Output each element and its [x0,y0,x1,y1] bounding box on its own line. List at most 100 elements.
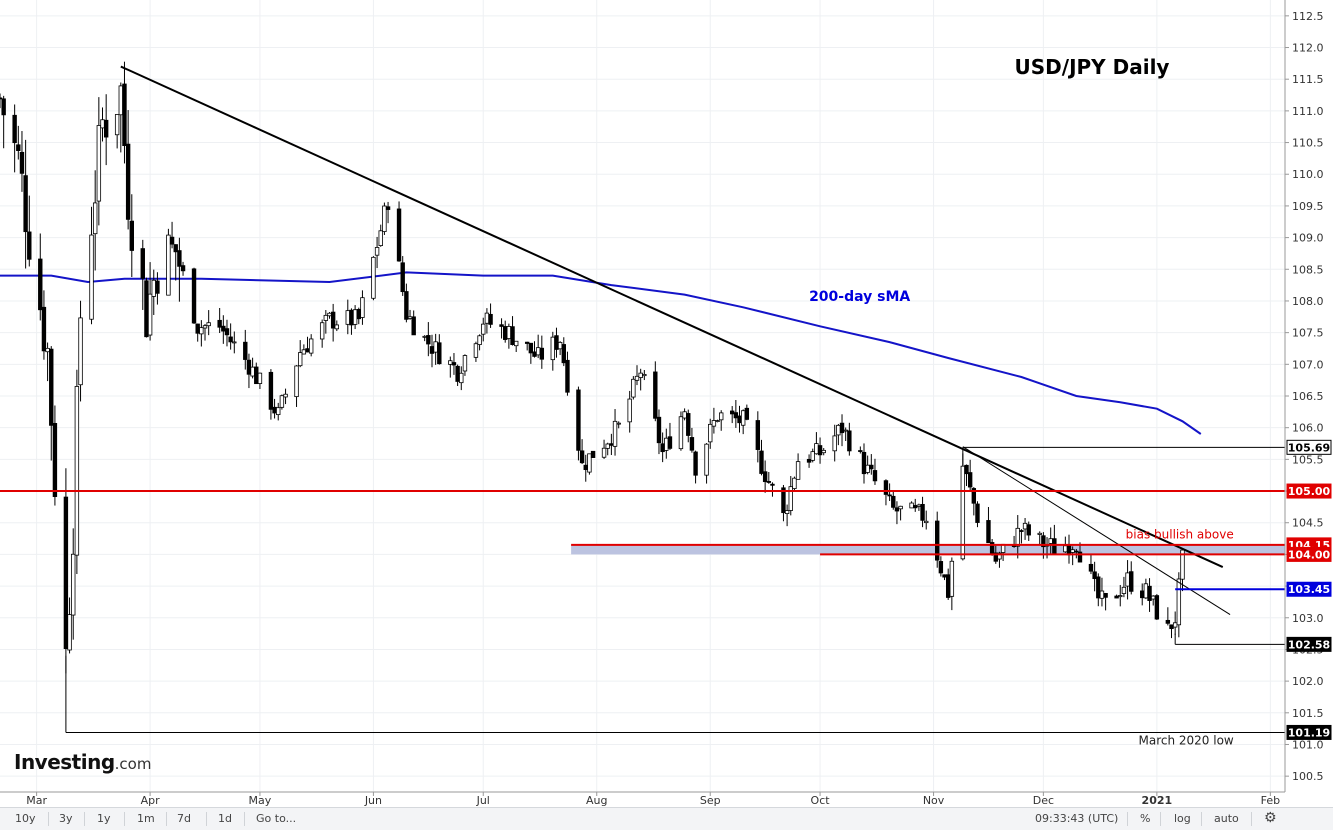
timeframe-1y-button[interactable]: 1y [97,812,111,825]
candle-body-2020-09-01 [708,423,713,443]
candle-body-2020-10-21 [891,495,896,508]
candle-body-2020-05-14 [305,348,310,353]
candle-body-2020-05-26 [349,309,354,326]
candle-body-2020-10-22 [894,507,900,512]
candle-body-2020-06-19 [437,342,442,365]
candle-body-2020-10-27 [913,505,918,509]
x-tick-label: Apr [141,794,161,807]
candle-body-2020-07-13 [524,341,530,344]
chart-canvas[interactable]: 112.5 112.0 111.5 111.0 110.5 110.0 109.5 109.0… [0,0,1333,807]
candle-body-2020-08-31 [704,443,709,476]
candle-body-2020-12-16 [1096,576,1101,599]
candle-body-2020-08-05 [609,443,614,446]
clock-readout: 09:33:43 (UTC) [1035,812,1119,825]
toolbar-divider [1127,812,1128,826]
y-tick-label: 107.0 [1292,358,1324,371]
candle-body-2020-04-09 [177,250,182,267]
timeframe-10y-button[interactable]: 10y [15,812,36,825]
candle-body-2020-10-01 [817,445,823,456]
candle-body-2020-09-14 [755,420,761,450]
candle-body-2020-10-02 [821,449,826,454]
candle-body-2020-03-17 [92,202,98,235]
candle-body-2020-02-24 [12,114,17,144]
candle-body-2020-11-06 [949,560,955,597]
candle-body-2020-03-26 [125,143,131,220]
y-tick-label: 111.5 [1292,73,1324,86]
candle-body-2021-01-07 [1176,578,1182,626]
candle-body-2020-11-25 [1019,530,1024,532]
candle-body-2020-11-05 [945,574,951,598]
gear-icon[interactable]: ⚙ [1264,810,1277,826]
candle-body-2020-10-16 [872,470,878,482]
candle-body-2020-12-28 [1140,590,1145,599]
x-tick-label: Jun [364,794,382,807]
candle-body-2020-09-04 [719,412,724,421]
log-toggle[interactable]: log [1174,812,1191,825]
candle-body-2020-07-17 [539,347,545,360]
candle-body-2020-07-23 [561,344,566,364]
candle-body-2020-12-11 [1077,551,1083,563]
candle-body-2020-08-03 [601,447,607,458]
candle-body-2020-06-29 [473,343,479,358]
candle-body-2020-12-29 [1143,583,1149,599]
candle-body-2020-03-12 [74,386,80,556]
candle-body-2020-10-13 [861,451,867,475]
price-tag-text-101.19: 101.19 [1288,726,1330,739]
candle-body-2020-05-29 [360,297,365,318]
candle-body-2020-05-06 [276,407,281,416]
percent-toggle[interactable]: % [1140,812,1151,825]
candle-body-2020-04-30 [254,366,259,385]
timeframe-1d-button[interactable]: 1d [218,812,232,825]
candle-body-2020-11-02 [935,520,940,561]
y-tick-label: 107.5 [1292,327,1324,340]
grid-layer [0,0,1285,792]
candle-body-2020-07-21 [554,335,559,350]
auto-toggle[interactable]: auto [1214,812,1239,825]
candle-body-2020-05-22 [334,324,340,330]
candle-body-2020-07-15 [532,351,537,357]
candle-body-2020-12-03 [1048,538,1053,544]
candle-body-2020-12-04 [1052,538,1057,555]
candle-body-2020-08-21 [667,436,673,449]
x-tick-label: Feb [1261,794,1280,807]
candle-body-2020-03-24 [118,85,124,116]
candle-body-2021-01-05 [1169,624,1174,630]
y-tick-label: 109.0 [1292,232,1324,245]
candle-body-2020-02-27 [23,175,28,233]
support-zone [571,544,1285,555]
timeframe-7d-button[interactable]: 7d [177,812,191,825]
candle-body-2020-09-07 [729,410,735,415]
candle-body-2020-09-24 [792,477,797,489]
candle-body-2021-01-06 [1172,622,1178,628]
candle-body-2020-06-26 [462,355,468,372]
candle-body-2020-10-12 [858,450,863,452]
toolbar-divider [244,812,245,826]
candle-body-2020-02-21 [1,98,6,116]
timeframe-1m-button[interactable]: 1m [137,812,155,825]
candle-body-2020-08-17 [653,371,658,419]
candle-body-2020-02-20 [0,97,3,100]
candle-body-2020-04-21 [221,325,226,332]
bottom-toolbar: 10y 3y 1y 1m 7d 1d Go to... 09:33:43 (UT… [0,807,1333,830]
candle-body-2020-11-09 [960,465,966,560]
y-tick-label: 111.0 [1292,105,1324,118]
timeframe-3y-button[interactable]: 3y [59,812,73,825]
price-tag-105.69 [1286,439,1332,455]
toolbar-divider [48,812,49,826]
candle-body-2020-08-04 [605,443,610,449]
candle-body-2020-04-10 [180,265,186,272]
tag-layer: 105.69105.00104.15104.00103.45102.58101.… [1286,439,1332,740]
candle-body-2020-07-03 [488,313,493,325]
candle-body-2020-10-14 [865,464,870,473]
candle-body-2020-07-30 [587,453,592,473]
line-layer [0,65,1285,733]
candle-body-2020-11-16 [986,520,991,544]
y-tick-label: 103.0 [1292,612,1324,625]
y-tick-label: 112.0 [1292,42,1324,55]
goto-button[interactable]: Go to... [256,812,297,825]
x-tick-label: Dec [1033,794,1054,807]
y-tick-label: 108.5 [1292,263,1324,276]
candle-body-2020-05-28 [356,308,361,320]
candle-body-2020-08-14 [642,374,647,377]
candle-body-2020-07-08 [506,326,512,339]
